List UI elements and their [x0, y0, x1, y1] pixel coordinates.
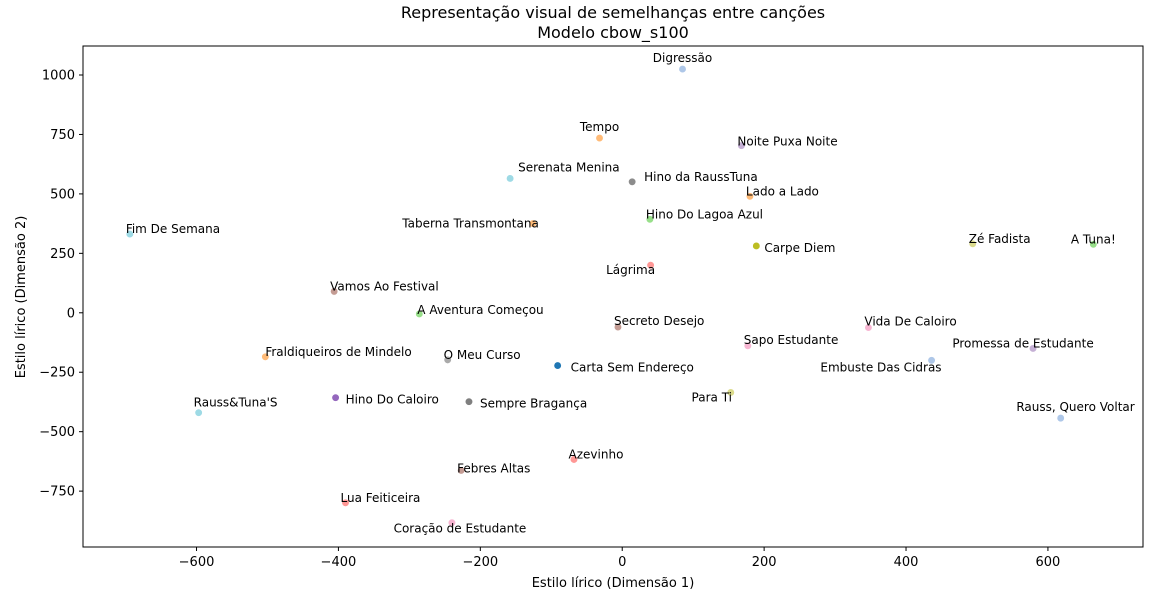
data-point [464, 397, 474, 406]
x-tick-label: −200 [462, 555, 498, 570]
plot-area [82, 45, 1144, 548]
data-point [1056, 413, 1065, 423]
chart-subtitle: Modelo cbow_s100 [537, 23, 689, 43]
data-point [743, 341, 752, 350]
x-tick-label: −600 [179, 555, 215, 570]
data-point-label: Promessa de Estudante [952, 336, 1093, 350]
data-point-label: Vamos Ao Festival [330, 279, 439, 293]
data-point [194, 408, 203, 417]
data-point [457, 466, 466, 475]
data-point-label: Rauss&Tuna'S [194, 396, 278, 410]
data-point-label: Hino da RaussTuna [644, 170, 758, 184]
data-point-label: Carpe Diem [764, 241, 835, 255]
y-tick-label: 750 [50, 128, 75, 143]
data-point [331, 393, 340, 402]
data-point-label: Carta Sem Endereço [571, 361, 694, 375]
data-point [595, 133, 604, 143]
data-point [447, 518, 457, 527]
data-labels: Digressão Tempo Noite Puxa Noite Serenata M… [126, 51, 1135, 536]
data-point-label: Serenata Menina [518, 160, 620, 174]
data-point-label: Coração de Estudante [394, 522, 527, 536]
data-point-label: Fim De Semana [126, 222, 220, 236]
y-tick-label: 0 [67, 306, 75, 321]
data-point [415, 309, 424, 319]
data-point [927, 356, 936, 365]
x-tick-label: 0 [618, 555, 626, 570]
data-point [505, 174, 515, 183]
data-point-label: A Aventura Começou [417, 303, 543, 317]
data-point-label: Digressão [653, 51, 712, 65]
x-axis-label: Estilo lírico (Dimensão 1) [532, 576, 695, 591]
data-point [341, 498, 350, 507]
data-point [261, 352, 270, 361]
x-axis: −600 −400 −200 0 200 400 600 [179, 547, 1061, 570]
data-point-label: Vida De Caloiro [864, 315, 956, 329]
data-point [553, 361, 562, 370]
data-point [864, 323, 873, 332]
data-point [645, 215, 655, 224]
y-tick-label: −500 [39, 425, 75, 440]
chart-title: Representação visual de semelhanças entr… [401, 3, 825, 22]
data-point-label: Lado a Lado [746, 184, 819, 198]
x-tick-label: 400 [894, 555, 919, 570]
data-point-label: Noite Puxa Noite [737, 135, 837, 149]
data-point [125, 229, 134, 239]
x-tick-label: 200 [752, 555, 777, 570]
data-point-label: Embuste Das Cidras [820, 360, 941, 374]
data-point-label: Lua Feiticeira [341, 491, 421, 505]
data-point [613, 322, 623, 332]
data-point-label: O Meu Curso [444, 348, 521, 362]
data-point-label: Sapo Estudante [744, 333, 839, 347]
x-tick-label: −400 [321, 555, 357, 570]
y-tick-label: 1000 [42, 69, 75, 84]
data-point [528, 219, 537, 228]
data-point [1028, 344, 1038, 353]
y-tick-label: −750 [39, 485, 75, 500]
data-point-label: Taberna Transmontana [401, 217, 539, 231]
data-point [569, 455, 579, 464]
data-point-label: Sempre Bragança [480, 397, 587, 411]
x-tick-label: 600 [1036, 555, 1061, 570]
y-axis-label: Estilo lírico (Dimensão 2) [14, 216, 29, 379]
data-point [752, 241, 761, 251]
y-tick-label: 500 [50, 187, 75, 202]
data-point [678, 64, 687, 74]
data-point [628, 177, 637, 186]
data-point [726, 388, 735, 397]
data-point-label: Hino Do Caloiro [346, 393, 439, 407]
data-point [646, 261, 655, 270]
data-point [330, 287, 339, 296]
data-point-label: Para Ti [692, 390, 732, 404]
data-point [443, 355, 452, 365]
data-point [968, 239, 977, 248]
y-axis: −750 −500 −250 0 250 500 750 1000 [39, 69, 83, 500]
data-point [737, 141, 746, 150]
data-point-label: Hino Do Lagoa Azul [646, 207, 763, 221]
data-point-label: Rauss, Quero Voltar [1016, 400, 1134, 414]
data-point [1089, 240, 1098, 249]
data-point-label: Zé Fadista [969, 232, 1031, 246]
y-tick-label: −250 [39, 366, 75, 381]
data-point [745, 192, 755, 201]
data-point-label: Febres Altas [457, 461, 530, 475]
data-point-label: Lágrima [606, 263, 655, 277]
data-point-label: Fraldiqueiros de Mindelo [265, 345, 411, 359]
data-point-label: Secreto Desejo [614, 314, 704, 328]
data-points [125, 64, 1098, 527]
data-point-label: Azevinho [569, 447, 624, 461]
data-point-label: A Tuna! [1071, 232, 1116, 246]
data-point-label: Tempo [579, 120, 619, 134]
y-tick-label: 250 [50, 247, 75, 262]
